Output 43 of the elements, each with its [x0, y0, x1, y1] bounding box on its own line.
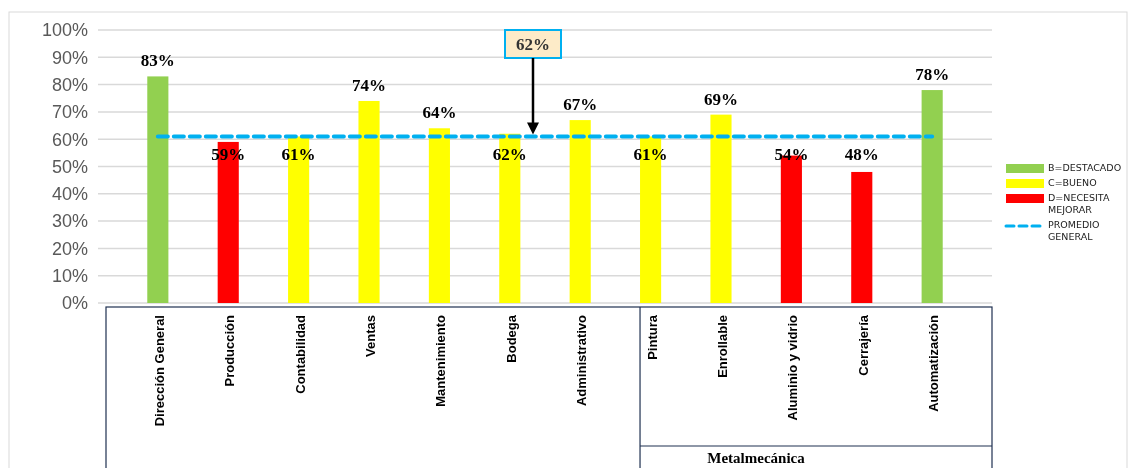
y-tick-label: 90% — [51, 47, 88, 68]
bar — [851, 171, 873, 303]
bar — [569, 120, 591, 303]
data-label: 78% — [915, 65, 950, 85]
y-tick-label: 60% — [51, 129, 88, 150]
bar — [147, 76, 169, 303]
x-tick-label: Ventas — [363, 315, 379, 357]
data-label: 74% — [352, 75, 387, 95]
bar — [428, 128, 450, 303]
y-tick-label: 100% — [41, 20, 88, 41]
text: Metalmecánica — [707, 450, 806, 466]
y-tick-label: 50% — [51, 156, 88, 177]
x-tick-label: Contabilidad — [292, 314, 308, 394]
legend-label: PROMEDIO GENERAL — [1048, 219, 1100, 243]
y-tick-label: 70% — [51, 102, 88, 123]
y-tick-label: 30% — [51, 211, 88, 232]
x-tick-label: Pintura — [644, 314, 660, 360]
y-tick-label: 0% — [61, 293, 88, 314]
legend-label: D=NECESITA MEJORAR — [1048, 192, 1110, 216]
x-tick-label: Producción — [222, 314, 238, 387]
legend-label: B=DESTACADO — [1048, 162, 1122, 174]
x-tick-label: Mantenimiento — [433, 314, 449, 407]
x-tick-label: Automatización — [926, 314, 942, 412]
bar — [921, 90, 943, 303]
annotation: 62% — [516, 35, 550, 54]
y-tick-label: 80% — [51, 74, 88, 95]
x-tick-label: Cerrajería — [855, 314, 871, 376]
data-label: 48% — [844, 145, 879, 165]
data-label: 69% — [703, 89, 738, 109]
x-tick-label: Dirección General — [151, 315, 167, 427]
y-tick-label: 10% — [51, 266, 88, 286]
data-label: 67% — [563, 95, 598, 115]
y-tick-label: 40% — [51, 184, 88, 205]
y-tick-label: 20% — [51, 238, 88, 259]
x-tick-label: Enrollable — [714, 315, 730, 378]
x-tick-label: Bodega — [503, 314, 519, 363]
bar — [358, 100, 380, 303]
data-label: 64% — [422, 103, 457, 123]
data-label: 83% — [140, 51, 175, 71]
x-tick-label: Administrativo — [574, 314, 590, 407]
bar — [710, 114, 732, 303]
x-tick-label: Aluminio y vidrio — [785, 314, 801, 421]
legend-label: C=BUENO — [1048, 177, 1097, 189]
